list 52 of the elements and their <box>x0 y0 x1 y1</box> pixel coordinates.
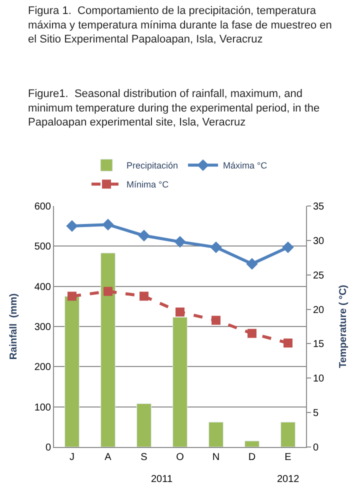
point <box>68 292 76 301</box>
legend-label: Precipitación <box>126 160 178 171</box>
bar <box>64 296 80 447</box>
bar <box>100 252 116 447</box>
x-tick-label: E <box>284 452 292 463</box>
y2-tick-label: 10 <box>313 374 325 385</box>
y-tick-label: 100 <box>34 402 52 414</box>
x-tick-label: S <box>140 452 148 463</box>
chart-title: Figura 1. Comportamiento de la precipitación, temperatura máxima y temperatura mínima durante la fase de muestreo en el Sitio Experimental Papaloapan, Isla, Veracruz <box>28 5 332 46</box>
y-tick-label: 200 <box>34 362 52 374</box>
y-axis-title: Rainfall (mm) <box>8 293 20 360</box>
point <box>212 316 220 325</box>
bar <box>136 403 152 447</box>
bar <box>244 440 260 447</box>
bar <box>280 422 296 447</box>
y-tick-label: 300 <box>34 322 52 333</box>
y2-tick-label: 20 <box>313 304 325 316</box>
point <box>248 328 256 338</box>
x-tick-label: A <box>104 452 112 463</box>
x-tick-label: O <box>176 452 184 463</box>
y2-tick-label: 5 <box>313 408 319 420</box>
chart-subtitle: Figure1. Seasonal distribution of rainfall, maximum, and minimum temperature during the experimental period, in the Papaloapan experimental site, Isla, Veracruz <box>28 88 320 129</box>
point <box>210 241 222 254</box>
text: 2012 <box>277 474 300 485</box>
text: 2011 <box>151 474 173 485</box>
bar <box>208 422 224 447</box>
point <box>104 286 112 296</box>
y-tick-label: 400 <box>34 282 52 293</box>
bar <box>172 317 188 447</box>
point <box>140 292 148 301</box>
point <box>174 236 186 248</box>
y2-tick-label: 0 <box>313 442 319 454</box>
point <box>246 258 258 270</box>
point <box>102 218 114 230</box>
legend-label: Mínima °C <box>126 180 170 190</box>
x-tick-label: D <box>248 452 256 463</box>
x-tick-label: N <box>212 452 220 463</box>
point <box>176 308 184 317</box>
x-tick-label: J <box>70 452 74 463</box>
y2-tick-label: 35 <box>313 202 325 212</box>
y-tick-label: 600 <box>34 202 52 212</box>
y2-tick-label: 15 <box>313 339 325 350</box>
point <box>138 230 150 242</box>
y2-axis-title: Temperature ( °C) <box>338 284 350 368</box>
y2-tick-label: 25 <box>313 270 325 282</box>
y2-tick-label: 30 <box>313 236 325 247</box>
y-tick-label: 500 <box>34 242 52 253</box>
y-tick-label: 0 <box>45 442 52 454</box>
legend-label: Máxima °C <box>223 160 268 171</box>
point <box>284 338 292 348</box>
point <box>66 220 78 232</box>
point <box>282 241 294 254</box>
